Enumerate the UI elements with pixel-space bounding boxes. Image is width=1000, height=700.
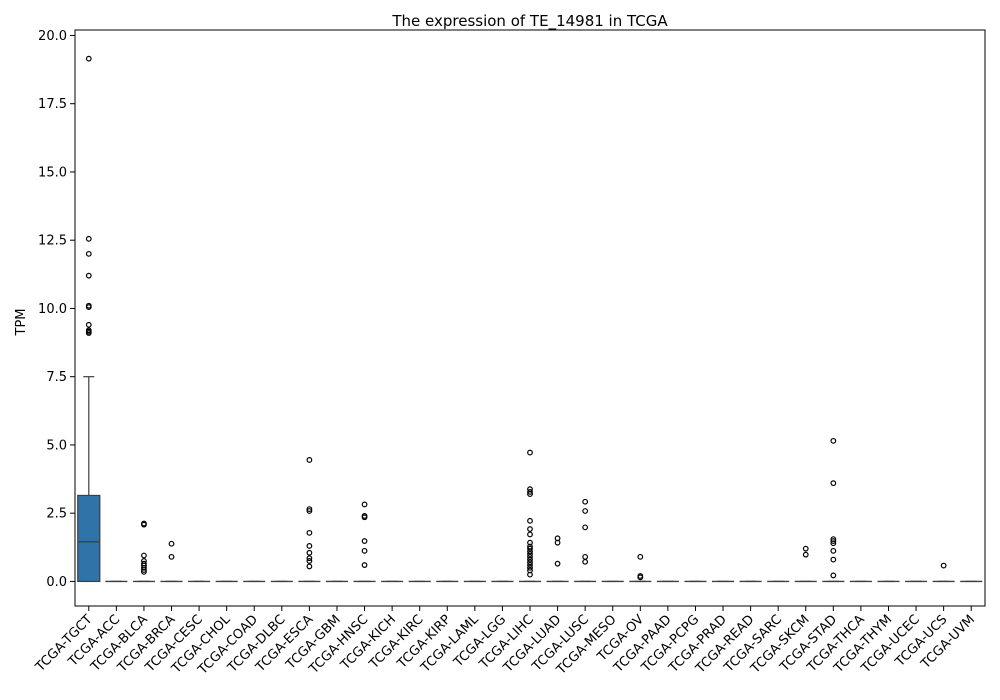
box-tcga-stad: [822, 437, 845, 583]
outlier-point: [527, 559, 533, 566]
outlier-point: [85, 302, 92, 309]
outlier-point: [85, 272, 92, 279]
y-tick-label: 5.0: [46, 438, 67, 453]
box-tcga-brca: [160, 540, 183, 583]
outlier-point: [830, 536, 837, 543]
outlier-point: [85, 250, 92, 257]
y-tick-label: 20.0: [38, 29, 67, 44]
outlier-point: [527, 488, 533, 495]
outlier-point: [527, 545, 533, 552]
outlier-point: [527, 564, 533, 571]
box-tcga-hnsc: [353, 501, 376, 583]
outlier-point: [85, 55, 92, 62]
y-tick-label: 10.0: [38, 302, 67, 317]
outlier-point: [582, 558, 589, 565]
outlier-point: [554, 560, 561, 567]
outlier-point: [306, 543, 313, 549]
y-tick-label: 12.5: [38, 234, 67, 249]
outlier-point: [306, 506, 313, 512]
outlier-point: [527, 543, 533, 550]
box-tcga-ov: [629, 553, 652, 583]
y-tick-label: 2.5: [46, 507, 67, 522]
outlier-point: [582, 524, 589, 531]
outlier-point: [830, 480, 837, 487]
outlier-point: [582, 498, 589, 505]
outlier-point: [527, 517, 533, 524]
outlier-point: [306, 457, 313, 463]
outlier-point: [527, 562, 533, 568]
outlier-point: [582, 508, 589, 514]
y-tick-label: 17.5: [38, 97, 67, 112]
box-tcga-blca: [132, 520, 155, 583]
box-tcga-lihc: [518, 449, 542, 583]
box-tcga-luad: [546, 535, 569, 583]
y-axis-ticks: 0.0 2.5 5.0 7.5 10.0 12.5 15.0 17.5 20.0: [38, 29, 75, 590]
outlier-point: [361, 538, 368, 544]
y-tick-label: 0.0: [46, 575, 67, 590]
outlier-point: [141, 560, 147, 567]
chart-title: The expression of TE_14981 in TCGA: [391, 12, 668, 31]
outlier-point: [637, 553, 644, 560]
outlier-point: [527, 556, 533, 563]
plot-frame: [74, 29, 986, 607]
outlier-point: [830, 556, 837, 563]
box-body: [77, 494, 101, 583]
outlier-point: [527, 449, 533, 456]
outlier-point: [168, 553, 175, 560]
outlier-point: [361, 513, 368, 519]
outlier-point: [554, 535, 561, 542]
outlier-point: [527, 551, 533, 558]
box-tcga-ucs: [932, 562, 955, 583]
outlier-point: [830, 572, 837, 579]
x-axis-ticks: TCGA-TGCTTCGA-ACCTCGA-BLCATCGA-BRCATCGA-…: [32, 606, 978, 678]
outlier-point: [527, 526, 533, 532]
box-tcga-esca: [298, 457, 321, 583]
outlier-point: [361, 501, 368, 508]
outlier-point: [306, 508, 313, 514]
outlier-point: [940, 562, 947, 569]
box-series: [77, 55, 983, 583]
outlier-point: [802, 545, 809, 552]
box-tcga-skcm: [794, 545, 817, 583]
outlier-point: [141, 520, 147, 527]
outlier-point: [361, 547, 368, 554]
outlier-point: [582, 553, 589, 560]
box-tcga-lusc: [574, 498, 597, 583]
outlier-point: [85, 235, 92, 242]
outlier-point: [85, 321, 92, 328]
outlier-point: [141, 558, 147, 564]
outlier-point: [141, 552, 147, 559]
outlier-point: [306, 563, 313, 570]
outlier-point: [527, 553, 533, 560]
outlier-point: [361, 562, 368, 568]
y-axis-label: TPM: [14, 309, 29, 337]
outlier-point: [527, 539, 533, 546]
outlier-point: [830, 547, 837, 554]
outlier-point: [830, 538, 837, 544]
outlier-point: [527, 567, 533, 574]
y-tick-label: 15.0: [38, 165, 67, 180]
outlier-point: [527, 531, 533, 538]
outlier-point: [527, 486, 533, 493]
y-tick-label: 7.5: [46, 370, 67, 385]
outlier-point: [637, 573, 644, 579]
outlier-point: [802, 551, 809, 558]
box-tcga-tgct: [77, 55, 101, 583]
outlier-point: [306, 549, 313, 556]
outlier-point: [306, 529, 313, 536]
outlier-point: [830, 437, 837, 444]
outlier-point: [168, 540, 175, 547]
outlier-point: [306, 555, 313, 562]
outlier-point: [85, 327, 92, 334]
outlier-point: [306, 558, 313, 564]
